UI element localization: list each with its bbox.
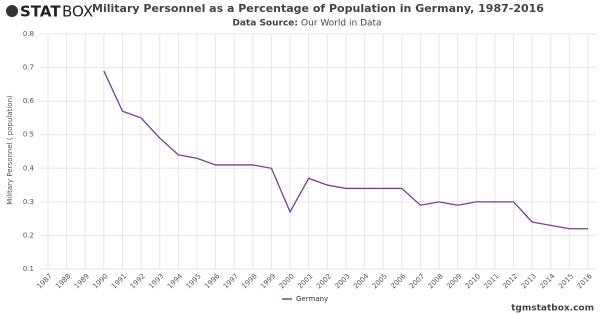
x-tick-label: 1995	[185, 272, 203, 290]
x-tick-label: 2002	[315, 272, 333, 290]
x-tick-label: 1987	[36, 272, 54, 290]
x-tick-label: 2003	[333, 272, 351, 290]
x-tick-label: 1998	[240, 272, 258, 290]
x-tick-label: 2016	[576, 272, 595, 291]
subtitle-label: Data Source:	[232, 19, 298, 29]
x-tick-label: 2005	[371, 272, 389, 290]
x-tick-label: 2012	[501, 272, 519, 290]
data-line	[103, 70, 588, 230]
x-tick-label: 1996	[203, 272, 222, 291]
y-tick-label: 0.5	[23, 131, 34, 139]
x-tick-label: 2014	[538, 272, 557, 291]
chart-title: Military Personnel as a Percentage of Po…	[92, 2, 544, 15]
y-tick-label: 0.3	[23, 198, 34, 206]
logo-bold: STAT	[20, 3, 61, 21]
x-tick-label: 2006	[389, 272, 408, 291]
x-tick-label: 1990	[91, 272, 109, 290]
y-tick-label: 0.6	[23, 97, 35, 105]
x-tick-label: 2009	[445, 272, 463, 290]
y-tick-label: 0.4	[23, 164, 35, 172]
x-tick-label: 2010	[464, 272, 482, 290]
logo-icon	[6, 5, 18, 17]
x-tick-label: 2000	[278, 272, 296, 290]
logo-light: BOX	[62, 3, 93, 21]
x-tick-label: 1988	[54, 272, 72, 290]
x-tick-label: 1999	[259, 272, 277, 290]
x-tick-label: 2001	[296, 272, 314, 290]
y-tick-label: 0.1	[23, 265, 34, 273]
x-tick-label: 2015	[557, 272, 575, 290]
x-tick-label: 1997	[222, 272, 240, 290]
subtitle: Our World in Data	[301, 19, 382, 29]
y-tick-label: 0.7	[23, 64, 34, 72]
legend-label: Germany	[296, 295, 328, 303]
logo: STAT BOX	[6, 3, 93, 21]
y-tick-label: 0.2	[23, 231, 34, 239]
x-tick-label: 1994	[166, 272, 185, 291]
x-tick-label: 2007	[408, 272, 426, 290]
x-tick-label: 1993	[147, 272, 165, 290]
x-tick-label: 2011	[482, 272, 500, 290]
x-tick-label: 2004	[352, 272, 371, 291]
x-tick-label: 2008	[427, 272, 445, 290]
y-axis-label: Military Personnel ( population)	[6, 95, 14, 205]
y-tick-label: 0.8	[23, 30, 34, 38]
footer: tgmstatbox.com	[511, 304, 594, 314]
x-tick-label: 1992	[129, 272, 147, 290]
x-tick-label: 2013	[520, 272, 538, 290]
x-tick-label: 1991	[110, 272, 128, 290]
x-tick-label: 1989	[73, 272, 91, 290]
